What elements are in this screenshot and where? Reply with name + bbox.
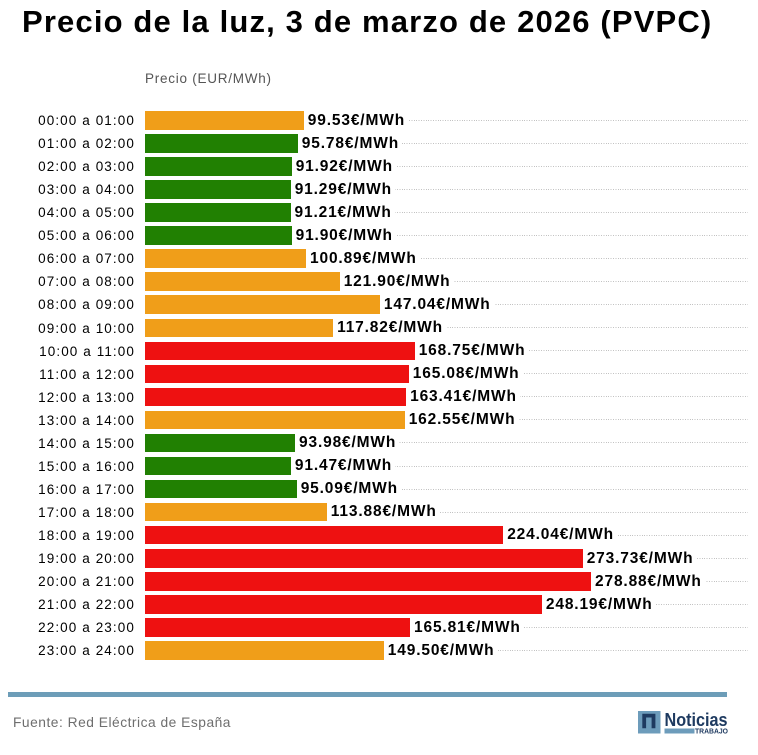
svg-text:TRABAJO: TRABAJO: [695, 729, 729, 736]
svg-text:Noticias: Noticias: [665, 710, 728, 730]
